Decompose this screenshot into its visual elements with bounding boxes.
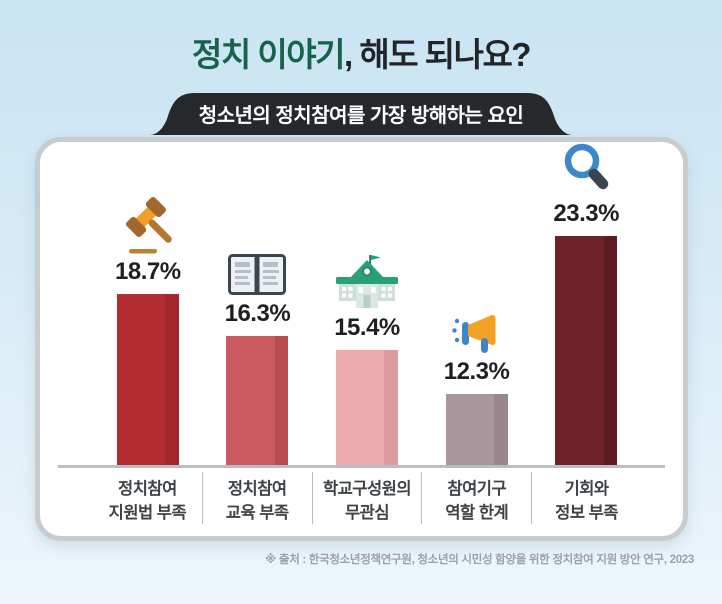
magnifier-icon bbox=[561, 142, 611, 198]
gavel-icon-svg bbox=[125, 196, 172, 254]
category-label: 참여기구 역할 한계 bbox=[421, 472, 531, 524]
school-icon-svg bbox=[335, 254, 398, 308]
value-label: 15.4% bbox=[334, 313, 400, 341]
bar-column: 15.4% bbox=[312, 142, 422, 466]
gavel-icon bbox=[120, 196, 176, 256]
bar bbox=[226, 336, 289, 466]
school-icon bbox=[335, 254, 399, 312]
bar-column: 12.3% bbox=[422, 142, 532, 466]
book-icon-svg bbox=[228, 253, 287, 295]
badge-label: 청소년의 정치참여를 가장 방해하는 요인 bbox=[198, 104, 524, 127]
bar-shade bbox=[384, 350, 398, 466]
category-label: 학교구성원의 무관심 bbox=[311, 472, 422, 524]
page-title: 정치 이야기, 해도 되나요? bbox=[0, 28, 722, 76]
value-label: 16.3% bbox=[224, 299, 291, 327]
megaphone-icon-svg bbox=[451, 314, 496, 353]
bar-shade bbox=[165, 294, 179, 466]
magnifier-icon-svg bbox=[564, 143, 609, 189]
bar bbox=[335, 350, 398, 466]
megaphone-icon bbox=[451, 312, 503, 356]
source-footnote: ※ 출처 : 한국청소년정책연구원, 청소년의 시민성 함양을 위한 정치참여 … bbox=[265, 554, 694, 566]
bar-column: 23.3% bbox=[531, 142, 641, 466]
bar-shade bbox=[603, 236, 618, 466]
bar bbox=[555, 236, 618, 466]
x-axis-line bbox=[58, 465, 665, 468]
value-label: 23.3% bbox=[553, 199, 619, 227]
category-label: 정치참여 지원법 부족 bbox=[108, 480, 187, 522]
value-label: 12.3% bbox=[443, 357, 510, 385]
bar-shade bbox=[493, 394, 508, 466]
bar-shade bbox=[274, 336, 289, 466]
bar bbox=[445, 394, 508, 466]
bar bbox=[116, 294, 179, 466]
bar-column: 18.7% bbox=[93, 142, 203, 466]
bars-row: 18.7% 16.3% bbox=[93, 142, 641, 466]
bar-column: 16.3% bbox=[203, 142, 313, 466]
category-label: 기회와 정보 부족 bbox=[531, 472, 641, 524]
title-rest: , 해도 되나요? bbox=[344, 36, 531, 73]
book-icon bbox=[228, 253, 287, 298]
category-label: 정치참여 교육 부족 bbox=[201, 472, 312, 524]
category-labels-row: 정치참여 지원법 부족 정치참여 교육 부족 학교구성원의 무관심 참여기구 역… bbox=[93, 472, 641, 524]
subtitle-badge: 청소년의 정치참여를 가장 방해하는 요인 bbox=[149, 93, 573, 135]
title-accent: 정치 이야기 bbox=[192, 36, 345, 73]
badge-shape bbox=[149, 93, 573, 135]
chart-card: 18.7% 16.3% bbox=[35, 137, 688, 541]
value-label: 18.7% bbox=[115, 257, 181, 285]
